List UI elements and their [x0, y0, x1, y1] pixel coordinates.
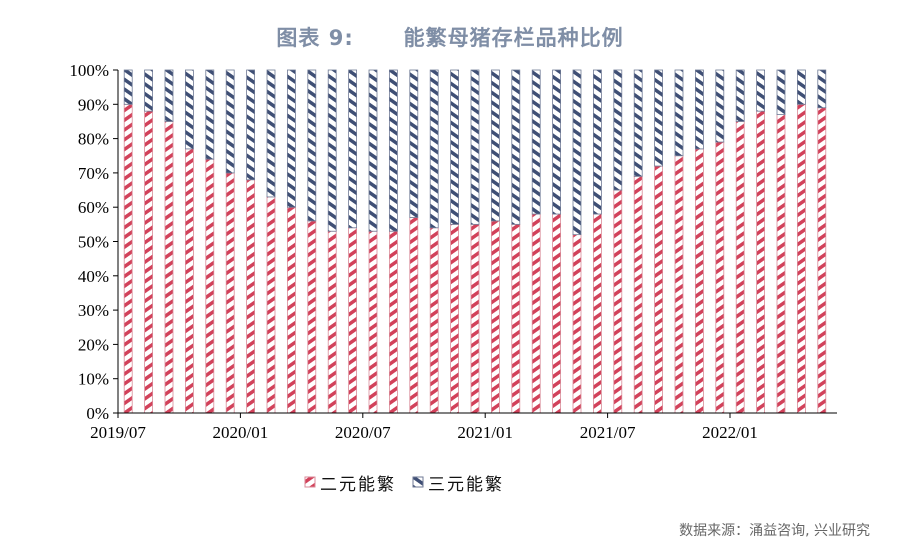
bar-series1-2020/04 [307, 220, 317, 414]
bar-series2-2021/06 [593, 69, 602, 215]
bar-series1-2020/07 [368, 230, 378, 414]
bar-series2-2020/11 [450, 69, 460, 225]
bar-series2-2021/09 [654, 69, 663, 167]
bar-series2-2019/12 [225, 69, 235, 174]
bar-series2-2019/07 [123, 69, 133, 105]
bar-series1-2021/08 [633, 175, 643, 414]
y-tick-label: 0% [86, 404, 109, 423]
bar-series2-2020/04 [307, 69, 317, 222]
bar-series2-2020/02 [266, 69, 276, 198]
bar-series2-2020/10 [429, 69, 439, 229]
bar-series1-2022/04 [797, 103, 806, 414]
bar-series2-2021/07 [613, 69, 623, 191]
bar-series2-2020/03 [286, 69, 296, 208]
data-source: 数据来源：涌益咨询, 兴业研究 [679, 523, 870, 539]
legend-label: 二元能繁 [320, 475, 396, 495]
bar-series2-2020/09 [409, 69, 419, 218]
bar-series1-2020/01 [246, 179, 256, 414]
y-tick-label: 100% [69, 61, 109, 80]
bar-series2-2019/08 [144, 69, 154, 112]
y-tick-label: 10% [78, 370, 109, 389]
bar-series1-2020/10 [429, 227, 439, 414]
bar-series1-2020/08 [388, 230, 398, 414]
bar-series1-2020/06 [348, 227, 358, 414]
y-tick-label: 60% [78, 198, 109, 217]
bar-series1-2021/10 [674, 155, 684, 414]
x-tick-label: 2021/07 [580, 423, 636, 442]
bar-series1-2021/07 [613, 189, 623, 414]
bar-series2-2021/05 [572, 69, 582, 236]
bar-series2-2020/08 [388, 69, 398, 232]
bar-series1-2020/09 [409, 217, 419, 414]
bar-series2-2020/07 [368, 69, 378, 232]
bar-series2-2021/03 [531, 69, 541, 215]
bar-series2-2022/03 [776, 69, 786, 115]
bar-series1-2022/01 [735, 121, 745, 414]
bar-series1-2019/11 [205, 158, 215, 414]
bar-series2-2022/04 [797, 69, 806, 105]
bar-series2-2021/11 [695, 69, 704, 150]
chart-title: 图表 9: 能繁母猪存栏品种比例 [276, 26, 624, 50]
bar-series1-2021/03 [531, 213, 541, 414]
bar-series1-2021/06 [593, 213, 602, 414]
bar-series2-2019/10 [184, 69, 194, 150]
bar-series1-2021/02 [511, 223, 521, 414]
bar-series2-2022/05 [817, 69, 827, 109]
y-tick-label: 40% [78, 267, 109, 286]
x-tick-label: 2022/01 [702, 423, 758, 442]
bar-series1-2022/02 [756, 110, 765, 414]
bar-series1-2020/03 [286, 206, 296, 414]
bar-series1-2022/05 [817, 107, 827, 414]
bar-series2-2021/12 [715, 69, 725, 143]
y-tick-label: 70% [78, 164, 109, 183]
bar-series1-2021/01 [490, 220, 500, 414]
bar-series1-2020/02 [266, 196, 276, 414]
bar-series1-2022/03 [776, 114, 786, 414]
bar-series1-2020/11 [450, 223, 460, 414]
x-tick-label: 2019/07 [90, 423, 146, 442]
bar-series1-2019/08 [144, 110, 154, 414]
bar-series1-2019/10 [184, 148, 194, 414]
bar-series2-2022/01 [735, 69, 745, 122]
x-tick-label: 2021/01 [457, 423, 513, 442]
x-tick-label: 2020/01 [213, 423, 269, 442]
bar-series1-2021/11 [695, 148, 704, 414]
bar-series1-2021/05 [572, 234, 582, 414]
bar-series1-2021/09 [654, 165, 663, 414]
legend-swatch [304, 476, 316, 488]
bar-series1-2020/12 [470, 223, 480, 414]
bar-series1-2021/12 [715, 141, 725, 414]
bar-series2-2020/01 [246, 69, 256, 181]
bar-series1-2019/07 [123, 103, 133, 414]
bar-series2-2021/10 [674, 69, 684, 157]
bar-series1-2020/05 [327, 230, 337, 414]
bar-series2-2021/08 [633, 69, 643, 177]
bar-series2-2022/02 [756, 69, 765, 112]
y-tick-label: 80% [78, 130, 109, 149]
bar-series2-2020/06 [348, 69, 358, 229]
bar-series2-2021/02 [511, 69, 521, 225]
y-tick-label: 90% [78, 95, 109, 114]
bar-series1-2019/12 [225, 172, 235, 414]
bar-series2-2021/04 [552, 69, 561, 215]
bar-series2-2020/05 [327, 69, 337, 232]
y-tick-label: 50% [78, 233, 109, 252]
bar-series2-2019/11 [205, 69, 215, 160]
legend-label: 三元能繁 [428, 475, 504, 495]
bar-series2-2019/09 [164, 69, 174, 122]
bar-series2-2021/01 [490, 69, 500, 222]
y-tick-label: 20% [78, 335, 109, 354]
y-tick-label: 30% [78, 301, 109, 320]
x-tick-label: 2020/07 [335, 423, 391, 442]
bar-series1-2021/04 [552, 213, 561, 414]
bar-series2-2020/12 [470, 69, 480, 225]
legend-swatch [412, 476, 424, 488]
bar-series1-2019/09 [164, 121, 174, 414]
